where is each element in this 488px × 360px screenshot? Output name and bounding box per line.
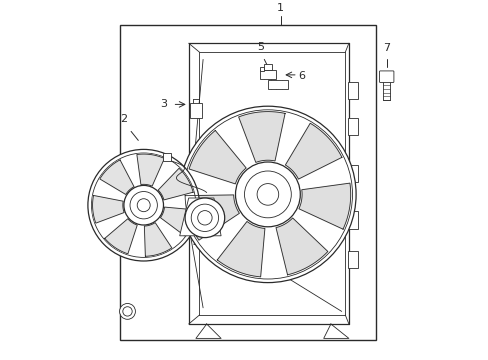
Circle shape — [235, 162, 300, 227]
Ellipse shape — [183, 110, 352, 279]
Polygon shape — [137, 154, 164, 186]
Circle shape — [120, 303, 135, 319]
Bar — [347, 251, 358, 268]
Text: 5: 5 — [257, 42, 264, 52]
Bar — [347, 211, 358, 229]
Bar — [263, 64, 272, 70]
Polygon shape — [217, 221, 264, 277]
Polygon shape — [275, 218, 327, 275]
Bar — [347, 82, 358, 99]
Bar — [163, 153, 170, 161]
Circle shape — [191, 204, 218, 231]
Text: 7: 7 — [383, 43, 389, 53]
Circle shape — [137, 199, 150, 212]
Polygon shape — [104, 219, 137, 254]
Polygon shape — [298, 183, 350, 229]
Polygon shape — [92, 195, 124, 223]
Bar — [260, 70, 275, 79]
Bar — [347, 165, 358, 182]
Polygon shape — [158, 168, 193, 200]
Polygon shape — [100, 160, 134, 194]
Circle shape — [197, 211, 212, 225]
Bar — [189, 103, 202, 118]
Polygon shape — [238, 112, 285, 162]
Bar — [267, 80, 287, 89]
Polygon shape — [189, 130, 245, 184]
Text: 2: 2 — [120, 114, 127, 124]
Circle shape — [244, 171, 291, 218]
FancyBboxPatch shape — [379, 71, 393, 82]
Circle shape — [123, 185, 163, 225]
Text: 3: 3 — [160, 99, 167, 109]
Circle shape — [88, 149, 199, 261]
Text: 6: 6 — [298, 71, 305, 81]
Polygon shape — [285, 123, 341, 179]
Text: 1: 1 — [276, 3, 284, 13]
Bar — [347, 118, 358, 135]
Circle shape — [122, 307, 132, 316]
Bar — [260, 67, 264, 71]
Text: 4: 4 — [192, 239, 199, 249]
Polygon shape — [144, 222, 171, 256]
Bar — [120, 25, 375, 340]
Circle shape — [130, 192, 157, 219]
Circle shape — [91, 153, 196, 257]
Polygon shape — [160, 207, 194, 236]
Ellipse shape — [179, 106, 355, 283]
Circle shape — [257, 184, 278, 205]
Polygon shape — [185, 195, 239, 240]
Polygon shape — [179, 198, 221, 236]
Circle shape — [185, 198, 224, 238]
